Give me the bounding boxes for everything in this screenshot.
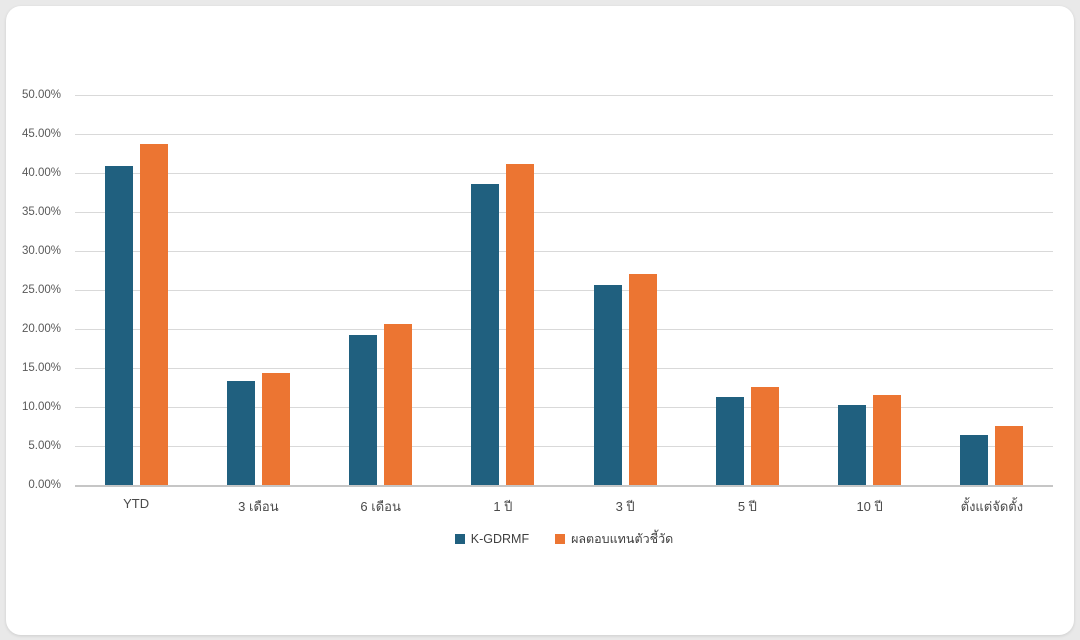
bar-group-1: YTD — [75, 95, 197, 511]
y-axis-tick-label: 10.00% — [21, 401, 61, 413]
legend-label: K-GDRMF — [470, 532, 530, 546]
x-axis-category-label: YTD — [123, 496, 150, 511]
legend-item: ผลตอบแทนตัวชี้วัด — [555, 529, 673, 549]
gridline — [75, 407, 1053, 408]
gridline — [75, 446, 1053, 447]
y-axis-tick-label: 0.00% — [28, 479, 61, 491]
bar-group-7: 10 ปี — [809, 95, 931, 514]
bar-k-gdrmf-1 — [104, 166, 133, 485]
bar-k-gdrmf-5 — [593, 285, 622, 485]
y-axis-tick-label: 40.00% — [21, 167, 61, 179]
bar-ผลตอบแทนตัวชี้วัด-7 — [873, 394, 902, 485]
bar-groups-container: YTD 3 เดือน 6 เดือน 1 ปี 3 ปี 5 ปี 10 ปี ตั้งแต… — [75, 95, 1053, 514]
chart-card — [6, 6, 1074, 635]
chart-legend: K-GDRMF ผลตอบแทนตัวชี้วัด — [75, 529, 1053, 549]
gridline — [75, 329, 1053, 330]
bar-group-2: 3 เดือน — [197, 95, 319, 514]
y-axis-tick-label: 15.00% — [21, 362, 61, 374]
y-axis-tick-label: 50.00% — [21, 89, 61, 101]
x-axis-category-label: 3 เดือน — [238, 499, 279, 514]
legend-label: ผลตอบแทนตัวชี้วัด — [571, 532, 674, 546]
bar-k-gdrmf-6 — [715, 396, 744, 485]
gridline — [75, 212, 1053, 213]
bar-group-3: 6 เดือน — [320, 95, 442, 514]
gridline — [75, 368, 1053, 369]
bar-k-gdrmf-3 — [349, 334, 378, 485]
gridline — [75, 251, 1053, 252]
y-axis-tick-label: 25.00% — [21, 284, 61, 296]
bar-k-gdrmf-2 — [226, 381, 255, 485]
bar-ผลตอบแทนตัวชี้วัด-6 — [750, 387, 779, 485]
y-axis-tick-label: 45.00% — [21, 128, 61, 140]
bar-k-gdrmf-7 — [838, 405, 867, 485]
bar-ผลตอบแทนตัวชี้วัด-5 — [628, 273, 657, 485]
bar-ผลตอบแทนตัวชี้วัด-4 — [506, 163, 535, 485]
x-axis-category-label: 3 ปี — [615, 499, 635, 514]
y-axis-tick-label: 30.00% — [21, 245, 61, 257]
bar-group-4: 1 ปี — [442, 95, 564, 514]
bar-group-5: 3 ปี — [564, 95, 686, 514]
gridline — [75, 173, 1053, 174]
gridline — [75, 134, 1053, 135]
x-axis-category-label: 5 ปี — [737, 499, 757, 514]
bar-chart-plot-area: 50.00% 45.00% 40.00% 35.00% 30.00% 25.00% 20.0… — [22, 89, 1053, 514]
x-axis-category-label: 6 เดือน — [360, 499, 401, 514]
bar-ผลตอบแทนตัวชี้วัด-2 — [261, 372, 290, 485]
bar-group-6: 5 ปี — [686, 95, 808, 514]
y-axis-tick-label: 5.00% — [28, 440, 61, 452]
bar-ผลตอบแทนตัวชี้วัด-1 — [139, 143, 168, 485]
x-axis-category-label: ตั้งแต่จัดตั้ง — [960, 499, 1024, 514]
bar-k-gdrmf-8 — [960, 435, 989, 485]
legend-swatch-icon — [454, 534, 465, 544]
bar-group-8: ตั้งแต่จัดตั้ง — [931, 95, 1053, 514]
x-axis-category-label: 10 ปี — [856, 499, 883, 514]
legend-item: K-GDRMF — [454, 532, 530, 546]
x-axis-line — [75, 485, 1053, 487]
gridline — [75, 290, 1053, 291]
legend-swatch-icon — [555, 534, 566, 544]
bar-k-gdrmf-4 — [471, 184, 500, 485]
gridline — [75, 95, 1053, 96]
y-axis-tick-label: 20.00% — [21, 323, 61, 335]
bar-ผลตอบแทนตัวชี้วัด-8 — [995, 425, 1024, 485]
bar-ผลตอบแทนตัวชี้วัด-3 — [384, 323, 413, 485]
x-axis-category-label: 1 ปี — [493, 499, 513, 514]
y-axis-tick-label: 35.00% — [21, 206, 61, 218]
